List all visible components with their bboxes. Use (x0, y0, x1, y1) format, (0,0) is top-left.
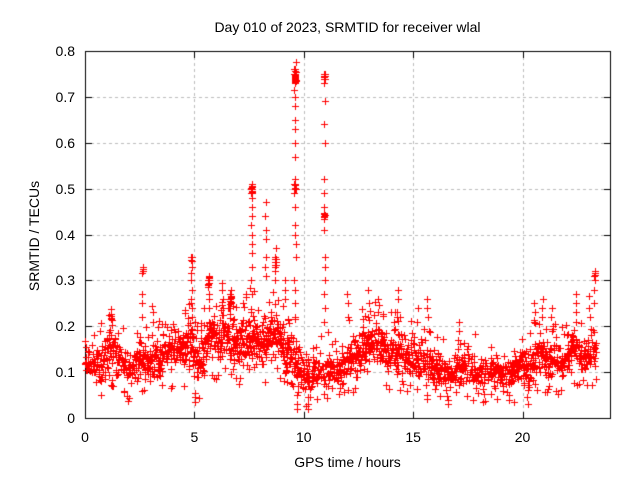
y-tick-label-0.6: 0.6 (55, 134, 75, 151)
y-tick-label-0.1: 0.1 (55, 364, 75, 381)
x-tick-label-0: 0 (81, 429, 89, 445)
y-tick-label-0.4: 0.4 (55, 226, 75, 243)
x-tick-label-15: 15 (405, 429, 421, 445)
y-tick-label-0.8: 0.8 (55, 43, 75, 59)
x-tick-label-20: 20 (514, 429, 531, 445)
x-tick-label-5: 5 (190, 429, 199, 445)
y-tick-label-0.7: 0.7 (55, 88, 75, 105)
x-tick-label-10: 10 (295, 429, 312, 445)
x-axis-label: GPS time / hours (294, 454, 401, 470)
y-tick-label-0.3: 0.3 (55, 272, 75, 289)
y-tick-label-0.2: 0.2 (55, 318, 75, 335)
chart-title: Day 010 of 2023, SRMTID for receiver wla… (214, 19, 481, 35)
y-tick-label-0.5: 0.5 (55, 180, 75, 197)
y-tick-label-0: 0 (67, 410, 75, 426)
